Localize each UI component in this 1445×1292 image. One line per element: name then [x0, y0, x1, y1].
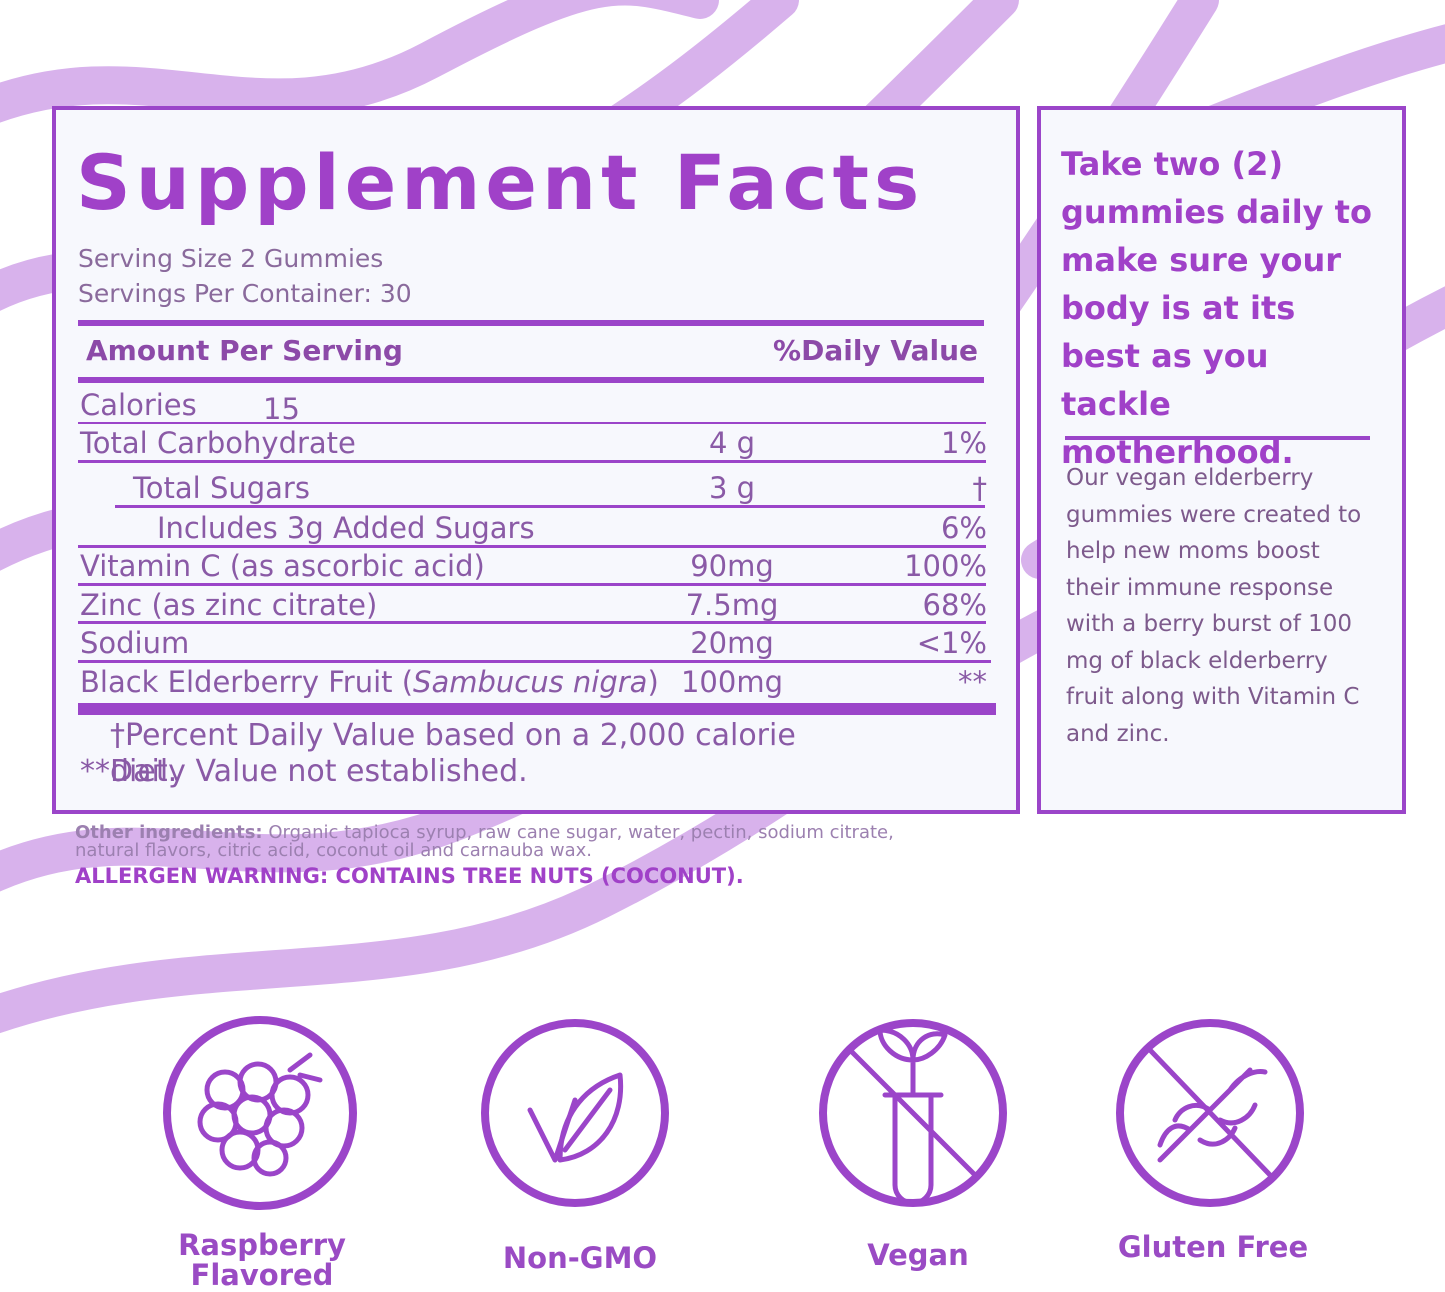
- rule: [78, 545, 986, 548]
- rule: [78, 377, 984, 383]
- rule: [78, 422, 986, 424]
- amount: 15: [263, 392, 300, 426]
- nutrient-name: Vitamin C (as ascorbic acid): [80, 548, 485, 584]
- facts-title: Supplement Facts: [76, 138, 925, 227]
- amount: 100mg: [680, 665, 783, 699]
- rule: [115, 505, 985, 508]
- header-amount: Amount Per Serving: [86, 334, 403, 367]
- rule: [78, 703, 996, 715]
- other-ingredients-label: Other ingredients:: [75, 822, 263, 843]
- rule: [78, 660, 991, 663]
- amount: 7.5mg: [685, 588, 779, 622]
- other-ingredients-text: Organic tapioca syrup, raw cane sugar, w…: [75, 822, 894, 861]
- latin-name: Sambucus nigra: [413, 665, 648, 699]
- header-daily-value: %Daily Value: [773, 334, 978, 367]
- rule: [78, 460, 986, 463]
- nutrient-name: Calories: [80, 387, 197, 423]
- footnote: **Daily Value not established.: [80, 754, 528, 789]
- daily-value: 1%: [940, 426, 987, 460]
- nutrient-name: Includes 3g Added Sugars: [157, 510, 535, 546]
- daily-value: 68%: [922, 588, 987, 622]
- servings-per-container: Servings Per Container: 30: [78, 279, 412, 308]
- nutrient-name-text: Black Elderberry Fruit (: [80, 665, 414, 699]
- amount: 3 g: [708, 471, 756, 505]
- nutrient-name-text: Calories: [80, 388, 197, 422]
- info-panel: [1037, 106, 1406, 814]
- nutrient-name-text: Total Sugars: [133, 471, 310, 505]
- serving-size: Serving Size 2 Gummies: [78, 244, 384, 273]
- info-body: Our vegan elderberry gummies were create…: [1066, 465, 1362, 747]
- nutrient-name: Zinc (as zinc citrate): [80, 587, 377, 623]
- badge-label: Vegan: [867, 1238, 969, 1272]
- daily-value: 100%: [904, 549, 987, 583]
- nutrient-name-text: Zinc (as zinc citrate): [80, 588, 378, 622]
- rule: [1065, 436, 1370, 440]
- amount: 90mg: [690, 549, 774, 583]
- nutrient-name: Total Carbohydrate: [80, 425, 356, 461]
- badge-label: Gluten Free: [1117, 1230, 1309, 1264]
- badge-label: Raspberry Flavored: [178, 1228, 346, 1292]
- amount: 4 g: [708, 426, 756, 460]
- rule: [78, 621, 986, 624]
- amount: 20mg: [690, 626, 774, 660]
- badge-icons: [163, 1016, 1304, 1210]
- nutrient-name: Black Elderberry Fruit (Sambucus nigra): [80, 664, 659, 700]
- rule: [78, 583, 986, 586]
- badge-label: Non-GMO: [502, 1241, 658, 1275]
- daily-value: **: [958, 665, 987, 699]
- other-ingredients: Other ingredients: Organic tapioca syrup…: [75, 824, 955, 860]
- nutrient-name: Sodium: [80, 625, 189, 661]
- daily-value: †: [972, 471, 988, 505]
- daily-value: 6%: [940, 511, 987, 545]
- nutrient-name: Total Sugars: [133, 470, 310, 506]
- rule: [78, 320, 984, 326]
- nutrient-name-text: Vitamin C (as ascorbic acid): [80, 549, 485, 583]
- nutrient-name-text: Total Carbohydrate: [80, 426, 356, 460]
- nutrient-name-end: ): [647, 665, 659, 699]
- nutrient-name-text: Sodium: [80, 626, 190, 660]
- nutrient-name-text: Includes 3g Added Sugars: [157, 511, 535, 545]
- info-headline: Take two (2) gummies daily to make sure …: [1061, 145, 1372, 471]
- daily-value: <1%: [916, 626, 987, 660]
- allergen-warning: ALLERGEN WARNING: CONTAINS TREE NUTS (CO…: [75, 864, 744, 888]
- footnote: †Percent Daily Value based on a 2,000 ca…: [110, 718, 796, 789]
